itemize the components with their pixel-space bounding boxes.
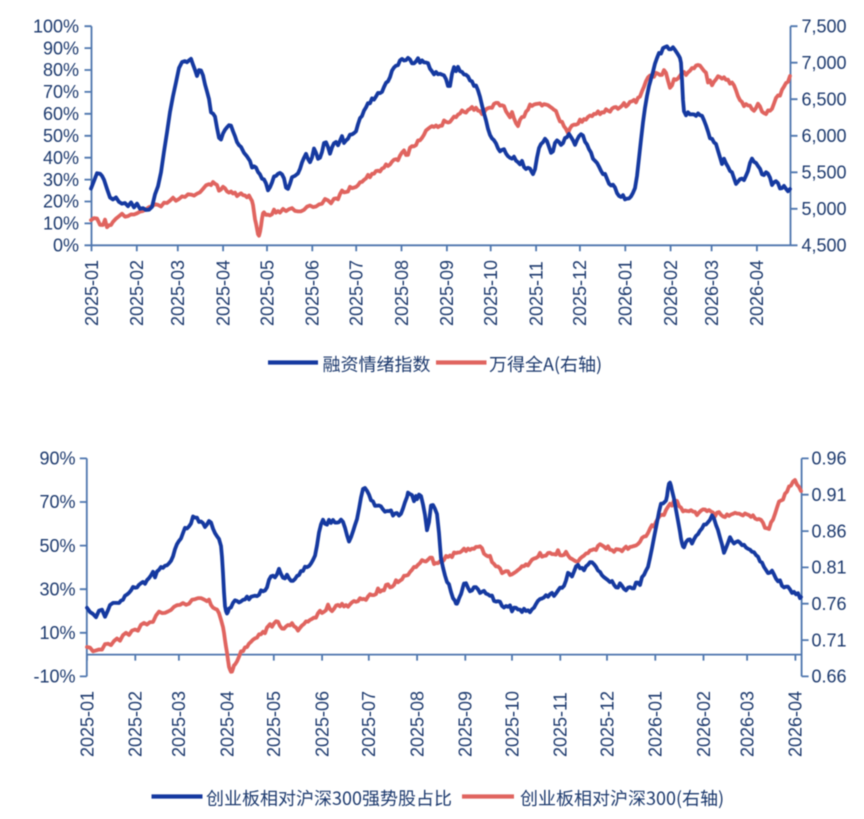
svg-text:2025-10: 2025-10 bbox=[481, 260, 501, 326]
svg-text:10%: 10% bbox=[39, 623, 75, 643]
svg-text:30%: 30% bbox=[43, 170, 79, 190]
svg-text:2026-01: 2026-01 bbox=[646, 691, 666, 757]
svg-text:2025-02: 2025-02 bbox=[126, 691, 146, 757]
svg-text:2025-01: 2025-01 bbox=[77, 691, 97, 757]
svg-text:2025-02: 2025-02 bbox=[127, 260, 147, 326]
svg-text:2025-03: 2025-03 bbox=[168, 260, 188, 326]
svg-text:60%: 60% bbox=[43, 104, 79, 124]
svg-text:2026-03: 2026-03 bbox=[737, 691, 757, 757]
svg-text:0.71: 0.71 bbox=[812, 630, 847, 650]
svg-text:70%: 70% bbox=[39, 492, 75, 512]
svg-text:2025-01: 2025-01 bbox=[82, 260, 102, 326]
svg-text:2026-01: 2026-01 bbox=[616, 260, 636, 326]
svg-text:2026-04: 2026-04 bbox=[786, 691, 806, 757]
svg-text:0.96: 0.96 bbox=[812, 449, 847, 469]
svg-text:0.86: 0.86 bbox=[812, 521, 847, 541]
svg-text:0.66: 0.66 bbox=[812, 667, 847, 687]
svg-text:0.76: 0.76 bbox=[812, 594, 847, 614]
svg-text:50%: 50% bbox=[43, 126, 79, 146]
svg-text:2025-11: 2025-11 bbox=[526, 261, 546, 326]
svg-text:90%: 90% bbox=[43, 38, 79, 58]
svg-text:2025-04: 2025-04 bbox=[213, 260, 233, 326]
svg-text:5,500: 5,500 bbox=[802, 163, 847, 183]
svg-text:40%: 40% bbox=[43, 148, 79, 168]
svg-text:2025-07: 2025-07 bbox=[347, 260, 367, 326]
svg-text:2025-12: 2025-12 bbox=[597, 691, 617, 757]
svg-text:2025-03: 2025-03 bbox=[169, 691, 189, 757]
svg-text:2026-02: 2026-02 bbox=[661, 260, 681, 326]
svg-text:2026-03: 2026-03 bbox=[702, 260, 722, 326]
svg-text:0.91: 0.91 bbox=[812, 485, 847, 505]
svg-text:2026-04: 2026-04 bbox=[747, 260, 767, 326]
svg-text:-10%: -10% bbox=[33, 667, 75, 687]
svg-text:2025-05: 2025-05 bbox=[257, 260, 277, 326]
svg-text:20%: 20% bbox=[43, 192, 79, 212]
svg-text:5,000: 5,000 bbox=[802, 199, 847, 219]
svg-text:2025-09: 2025-09 bbox=[456, 691, 476, 757]
svg-text:6,000: 6,000 bbox=[802, 126, 847, 146]
svg-text:2025-05: 2025-05 bbox=[264, 691, 284, 757]
svg-text:10%: 10% bbox=[43, 214, 79, 234]
svg-text:2025-08: 2025-08 bbox=[407, 691, 427, 757]
svg-text:2025-04: 2025-04 bbox=[217, 691, 237, 757]
svg-text:50%: 50% bbox=[39, 536, 75, 556]
svg-text:4,500: 4,500 bbox=[802, 236, 847, 256]
svg-text:2025-10: 2025-10 bbox=[502, 691, 522, 757]
svg-text:2026-02: 2026-02 bbox=[694, 691, 714, 757]
svg-text:7,500: 7,500 bbox=[802, 16, 847, 36]
svg-text:7,000: 7,000 bbox=[802, 53, 847, 73]
svg-text:2025-06: 2025-06 bbox=[303, 260, 323, 326]
svg-text:0.81: 0.81 bbox=[812, 558, 847, 578]
svg-text:30%: 30% bbox=[39, 579, 75, 599]
svg-text:6,500: 6,500 bbox=[802, 89, 847, 109]
svg-text:2025-06: 2025-06 bbox=[312, 691, 332, 757]
svg-text:2025-08: 2025-08 bbox=[392, 260, 412, 326]
svg-text:90%: 90% bbox=[39, 449, 75, 469]
svg-text:80%: 80% bbox=[43, 60, 79, 80]
svg-text:70%: 70% bbox=[43, 82, 79, 102]
svg-text:0%: 0% bbox=[53, 236, 79, 256]
svg-text:2025-07: 2025-07 bbox=[359, 691, 379, 757]
svg-text:100%: 100% bbox=[33, 16, 79, 36]
svg-text:2025-11: 2025-11 bbox=[551, 692, 571, 757]
svg-text:2025-12: 2025-12 bbox=[570, 260, 590, 326]
svg-text:2025-09: 2025-09 bbox=[437, 260, 457, 326]
